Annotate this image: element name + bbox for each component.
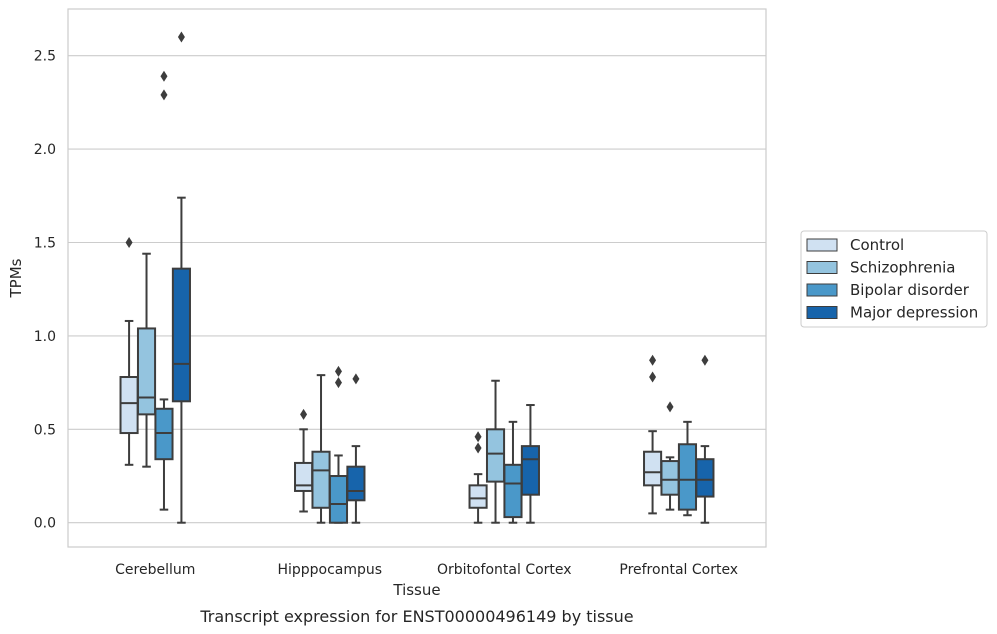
box-body [643,450,663,487]
outlier-point [160,89,168,101]
y-tick-label: 1.0 [34,329,56,345]
box-control [643,354,663,515]
legend-swatch [806,283,838,297]
box-schizophrenia [485,379,506,524]
outlier-point [666,401,674,413]
box-body [171,267,191,403]
legend-swatch [806,306,838,319]
outlier-point [334,377,342,389]
box-body [660,460,680,496]
outlier-point [160,70,168,82]
legend-label: Schizophrenia [850,259,955,277]
box-bipolar-disorder [328,365,349,524]
box-body [119,376,139,435]
outlier-point [474,442,482,454]
x-axis-title: Tissue [392,581,440,599]
outlier-point [334,365,342,377]
outlier-point [649,354,657,366]
outlier-point [474,431,482,443]
x-tick-label: Orbitofontal Cortex [437,562,572,578]
box-bipolar-disorder [503,420,523,524]
box-body [311,450,331,509]
legend-label: Control [850,236,904,254]
legend-label: Bipolar disorder [850,281,970,299]
box-schizophrenia [311,374,331,524]
outlier-point [300,408,308,420]
chart-caption: Transcript expression for ENST0000049614… [199,607,633,626]
y-tick-label: 0.0 [34,516,56,532]
box-major-depression [171,31,191,524]
x-tick-label: Hipppocampus [277,562,382,578]
legend-frame [800,230,988,328]
box-body [695,458,715,498]
box-body [346,465,366,502]
legend: Control Schizophrenia Bipolar disorder Majo… [800,230,988,328]
y-tick-label: 2.5 [34,49,56,65]
box-body [328,475,349,524]
box-body [485,428,506,483]
box-groups [119,31,715,524]
outlier-point [352,373,360,385]
x-tick-label: Cerebellum [115,562,195,578]
outlier-point [701,354,709,366]
box-body [520,445,540,496]
box-bipolar-disorder [677,420,698,517]
y-axis-title: TPMs [7,258,25,298]
outlier-point [177,31,185,43]
box-major-depression [520,404,540,524]
x-tick-labels: Cerebellum Hipppocampus Orbitofontal Corte… [115,562,738,578]
y-tick-labels: 0.0 0.5 1.0 1.5 2.0 2.5 [34,49,56,532]
x-tick-label: Prefrontal Cortex [619,562,738,578]
box-control [468,431,488,524]
plot-frame [67,8,767,548]
box-body [468,484,488,509]
legend-label: Major depression [850,304,978,322]
outlier-point [125,237,133,249]
box-body [677,443,698,511]
box-body [136,327,157,416]
legend-swatch [806,261,838,274]
box-control [119,237,139,466]
outlier-point [649,371,657,383]
box-major-depression [346,373,366,524]
box-control [294,408,314,513]
box-body [294,461,314,492]
box-schizophrenia [660,401,680,511]
y-tick-label: 0.5 [34,422,56,438]
box-major-depression [695,354,715,524]
y-tick-label: 1.5 [34,236,56,252]
box-body [503,463,523,519]
y-tick-label: 2.0 [34,142,56,158]
box-bipolar-disorder [154,70,174,511]
legend-swatch [806,238,838,252]
box-schizophrenia [136,252,157,468]
